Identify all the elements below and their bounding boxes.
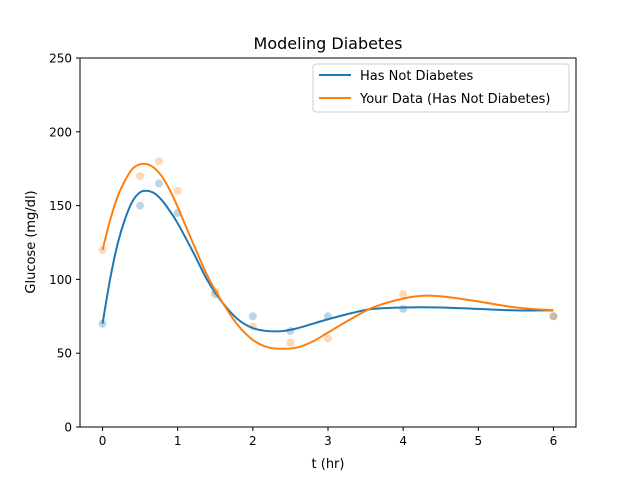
data-point-has-not-diabetes [399,304,408,313]
data-point-your-data [324,334,332,343]
data-point-your-data [173,186,182,195]
y-axis-label: Glucose (mg/dl) [24,190,39,293]
data-point-your-data [399,290,408,299]
legend: Has Not Diabetes Your Data (Has Not Diab… [312,63,570,113]
legend-label-has-not-diabetes: Has Not Diabetes [360,69,473,84]
data-point-your-data [286,338,295,347]
x-tick-label: 3 [324,434,332,448]
x-tick-label: 4 [399,434,407,448]
data-point-your-data [549,312,558,321]
x-tick-label: 5 [474,434,482,448]
x-tick-label: 2 [249,434,257,448]
series-line-has-not-diabetes [101,189,554,333]
data-point-your-data [154,157,163,166]
data-point-has-not-diabetes [248,312,257,321]
chart-title: Modeling Diabetes [254,34,403,53]
y-tick-label: 50 [57,347,72,361]
series-lines [101,162,554,350]
data-point-your-data [136,172,145,181]
x-tick-label: 0 [99,434,107,448]
x-tick-label: 6 [550,434,558,448]
y-tick-label: 150 [49,199,72,213]
y-axis-ticks: 0 50 100 150 200 250 [49,52,80,435]
plot-area [80,58,576,427]
plot-frame [79,57,577,428]
x-axis-label: t (hr) [312,457,345,472]
legend-label-your-data: Your Data (Has Not Diabetes) [359,92,550,107]
data-point-has-not-diabetes [136,201,145,210]
y-tick-label: 200 [49,125,72,139]
x-axis-ticks: 0 1 2 3 4 5 6 [99,427,558,448]
y-tick-label: 100 [49,273,72,287]
y-tick-label: 250 [49,52,72,66]
series-line-your-data [101,162,554,350]
data-point-has-not-diabetes [549,312,558,321]
y-tick-label: 0 [64,421,72,435]
legend-box [312,63,570,113]
data-point-has-not-diabetes [154,179,163,188]
x-tick-label: 1 [174,434,182,448]
